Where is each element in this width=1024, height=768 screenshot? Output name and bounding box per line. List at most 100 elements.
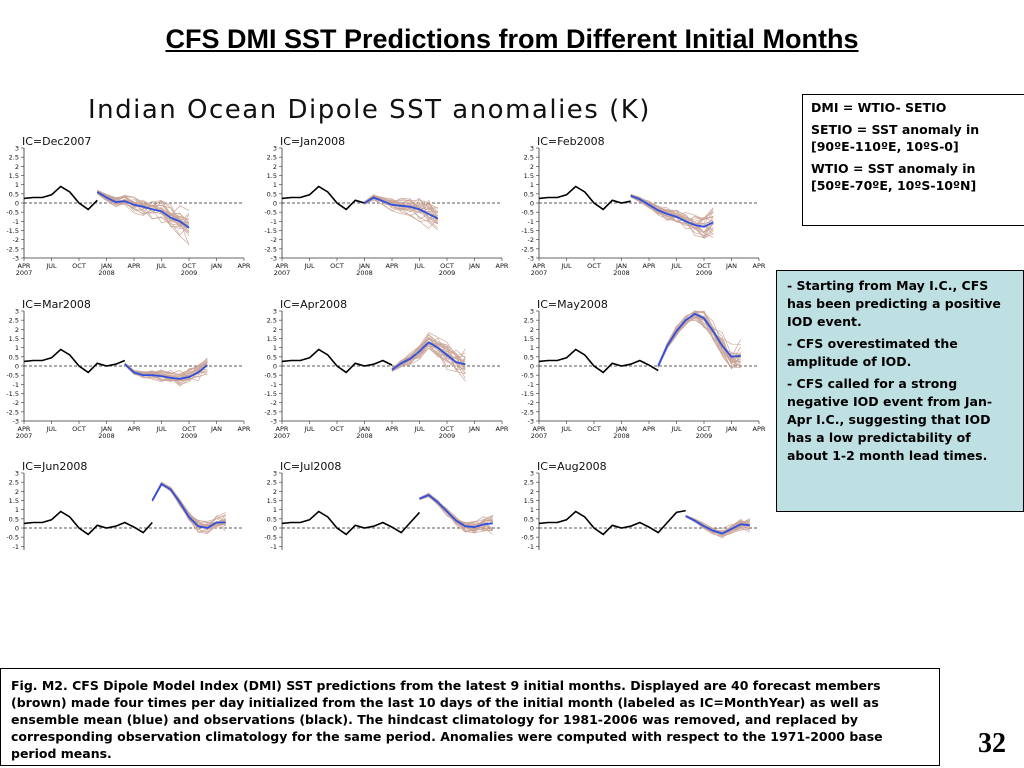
x-tick-label: APR — [533, 262, 546, 270]
x-tick-label: JAN — [615, 262, 627, 270]
x-tick-label: JAN — [358, 425, 370, 433]
y-tick-label: -2.5 — [521, 408, 534, 416]
year-label: 2008 — [356, 269, 373, 277]
y-tick-label: 2 — [273, 488, 277, 496]
y-tick-label: -1 — [271, 381, 277, 389]
y-tick-label: -3 — [13, 255, 19, 263]
forecast-member-line — [391, 345, 466, 374]
year-label: 2009 — [181, 269, 198, 277]
y-tick-label: -1.5 — [6, 227, 19, 235]
y-tick-label: -2 — [528, 236, 534, 244]
panels-layer: IC=Dec200732.521.510.50-0.5-1-1.5-2-2.5-… — [6, 135, 766, 550]
y-tick-label: -2.5 — [521, 245, 534, 253]
y-tick-label: 1.5 — [9, 497, 19, 505]
slide-title: CFS DMI SST Predictions from Different I… — [165, 24, 859, 54]
page-number: 32 — [978, 728, 1006, 759]
y-tick-label: 0 — [15, 363, 19, 371]
y-tick-label: -3 — [271, 255, 277, 263]
forecast-member-line — [151, 482, 226, 529]
forecast-member-line — [151, 482, 226, 529]
y-tick-label: 3 — [15, 308, 19, 316]
x-tick-label: JUL — [413, 425, 425, 433]
panel-ic-label: IC=Dec2007 — [22, 135, 91, 148]
ensemble-mean-line — [685, 515, 750, 535]
setio-definition-line: SETIO = SST anomaly in [90ºE-110ºE, 10ºS… — [811, 122, 980, 154]
year-label: 2009 — [696, 432, 713, 440]
x-tick-label: APR — [18, 425, 31, 433]
forecast-member-line — [124, 362, 208, 380]
y-tick-label: 2 — [530, 326, 534, 334]
summary-point: - CFS called for a strong negative IOD e… — [787, 376, 993, 463]
x-tick-label: OCT — [697, 425, 711, 433]
x-tick-label: APR — [276, 262, 289, 270]
y-tick-label: 1 — [530, 181, 534, 189]
y-tick-label: 3 — [273, 470, 277, 478]
x-tick-label: APR — [496, 425, 509, 433]
panel-ic-label: IC=Jul2008 — [280, 460, 341, 473]
panel-ic-label: IC=Jun2008 — [22, 460, 87, 473]
ensemble-mean-line — [630, 194, 714, 228]
y-tick-label: -2 — [528, 399, 534, 407]
y-tick-label: 0.5 — [9, 353, 19, 361]
x-tick-label: JUL — [303, 262, 315, 270]
y-tick-label: 2 — [15, 326, 19, 334]
observations-line — [23, 510, 153, 536]
x-tick-label: JUL — [670, 262, 682, 270]
y-tick-label: -2 — [13, 399, 19, 407]
forecast-member-line — [151, 481, 226, 529]
observations-line — [281, 348, 393, 374]
observations-line — [538, 509, 686, 536]
y-tick-label: 0 — [15, 525, 19, 533]
x-tick-label: APR — [643, 425, 656, 433]
y-tick-label: 0 — [273, 525, 277, 533]
x-tick-label: OCT — [587, 425, 601, 433]
x-tick-label: APR — [386, 262, 399, 270]
figure-title: Indian Ocean Dipole SST anomalies (K) — [88, 95, 651, 125]
y-tick-label: 3 — [530, 470, 534, 478]
y-tick-label: 0.5 — [524, 190, 534, 198]
ensemble-mean-line — [124, 363, 208, 380]
y-tick-label: -0.5 — [264, 372, 277, 380]
y-tick-label: -1 — [13, 381, 19, 389]
y-tick-label: -2.5 — [264, 408, 277, 416]
forecast-member-line — [124, 360, 208, 381]
forecast-member-line — [391, 347, 466, 375]
y-tick-label: 2 — [530, 488, 534, 496]
summary-point: - Starting from May I.C., CFS has been p… — [787, 278, 1001, 329]
y-tick-label: -1 — [13, 543, 19, 550]
y-tick-label: -0.5 — [264, 209, 277, 217]
year-label: 2009 — [439, 432, 456, 440]
y-tick-label: 1 — [15, 181, 19, 189]
observations-line — [281, 510, 421, 536]
x-tick-label: APR — [753, 262, 766, 270]
y-tick-label: 0 — [273, 363, 277, 371]
x-tick-label: APR — [238, 262, 251, 270]
ensemble-mean-line — [391, 341, 466, 371]
y-tick-label: 2.5 — [524, 479, 534, 487]
summary-point: - CFS overestimated the amplitude of IOD… — [787, 336, 958, 369]
y-tick-label: 1.5 — [267, 497, 277, 505]
x-tick-label: APR — [18, 262, 31, 270]
forecast-member-line — [419, 495, 493, 533]
observations-line — [538, 348, 659, 374]
y-tick-label: 2.5 — [267, 317, 277, 325]
y-tick-label: 2 — [15, 163, 19, 171]
y-tick-label: -2 — [271, 399, 277, 407]
x-tick-label: JAN — [725, 262, 737, 270]
observations-line — [281, 185, 365, 211]
x-tick-label: APR — [276, 425, 289, 433]
y-tick-label: 1.5 — [524, 497, 534, 505]
year-label: 2007 — [531, 432, 548, 440]
y-tick-label: 1 — [273, 506, 277, 514]
y-tick-label: 2.5 — [524, 317, 534, 325]
x-tick-label: OCT — [440, 262, 454, 270]
y-tick-label: -1.5 — [521, 390, 534, 398]
forecast-member-line — [151, 484, 226, 533]
y-tick-label: -0.5 — [521, 372, 534, 380]
y-tick-label: 2 — [530, 163, 534, 171]
forecast-member-line — [657, 315, 742, 370]
x-tick-label: JUL — [155, 425, 167, 433]
